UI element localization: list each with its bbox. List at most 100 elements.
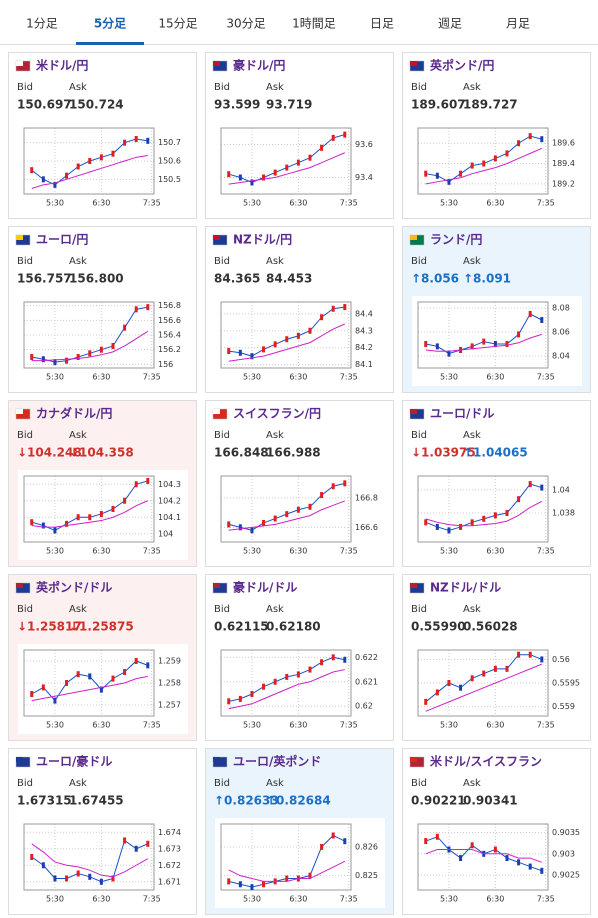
plot-frame [220,649,352,717]
tab[interactable]: 1分足 [26,17,58,31]
candle [528,651,532,658]
y-tick-label: 104.1 [158,513,181,522]
series-line [228,152,346,185]
y-tick-label: 1.671 [158,877,181,886]
x-tick-label: 5:30 [46,199,64,208]
y-tick-label: 0.9025 [552,871,580,880]
pair-title[interactable]: 英ポンド/円 [430,58,494,73]
bid-value: ↓104.248 [17,446,82,460]
tab[interactable]: 5分足 [94,16,126,31]
y-tick-label: 8.08 [552,304,570,313]
candle [30,691,34,697]
bid-label: Bid [214,430,230,441]
bid-label: Bid [17,430,33,441]
chart-box [215,122,385,212]
candle [123,497,127,504]
pair-title[interactable]: ユーロ/ドル [430,407,494,421]
tab[interactable]: 1時間足 [292,17,336,31]
y-tick-label: 84.2 [355,343,373,352]
x-tick-label: 7:35 [537,547,555,556]
candle [227,348,231,355]
pair-title[interactable]: カナダドル/円 [36,406,112,421]
candle [76,514,80,521]
bid-label: Bid [214,256,230,267]
candle [424,838,428,845]
pair-title[interactable]: NZドル/円 [233,233,292,247]
chart-box [18,818,188,908]
candle [250,179,254,186]
y-tick-label: 0.9035 [552,828,580,837]
flag [410,235,417,240]
y-tick-label: 93.6 [355,140,373,149]
pair-title[interactable]: ランド/円 [430,233,482,247]
candle [285,164,289,171]
flag [410,583,417,588]
candle [331,134,335,141]
x-tick-label: 7:35 [537,721,555,730]
pair-title[interactable]: 英ポンド/ドル [36,580,112,595]
candle [308,666,312,673]
pair-title[interactable]: ユーロ/円 [36,233,88,247]
bid-value: ↑0.82633 [214,794,279,808]
bid-label: Bid [17,82,33,93]
bid-value: 156.757 [17,272,72,286]
pair-title[interactable]: 豪ドル/ドル [233,580,297,595]
candle [493,512,497,519]
candle [146,137,150,144]
candle [227,171,231,178]
y-tick-label: 0.826 [355,842,378,851]
candle [424,341,428,347]
bid-value: ↑8.056 [411,272,459,286]
y-tick-label: 156.4 [158,331,181,340]
tab[interactable]: 30分足 [226,17,265,31]
pair-title[interactable]: 米ドル/スイスフラン [430,754,542,769]
candle [493,155,497,162]
bid-value: 0.55990 [411,620,466,634]
ask-value: 189.727 [463,98,518,112]
x-tick-label: 6:30 [92,895,110,904]
candle [146,662,150,669]
bid-label: Bid [17,778,33,789]
plot-frame [220,475,352,543]
candle [262,881,266,888]
ask-label: Ask [266,604,284,615]
x-tick-label: 7:35 [340,895,358,904]
tab[interactable]: 日足 [370,17,394,31]
candle [123,837,127,844]
candle [30,519,34,526]
x-tick-label: 7:35 [143,199,161,208]
chart-box [215,818,385,908]
series-line [31,330,149,362]
ask-value: 93.719 [266,98,312,112]
candle [296,159,300,166]
candle [88,158,92,164]
candle [88,873,92,880]
candle [285,336,289,343]
pair-title[interactable]: NZドル/ドル [430,581,501,595]
series-line [228,500,345,531]
candle [343,480,347,487]
candle [262,174,266,181]
tab[interactable]: 週足 [438,17,462,31]
y-tick-label: 0.825 [355,871,378,880]
x-tick-label: 7:35 [340,199,358,208]
pair-title[interactable]: スイスフラン/円 [233,407,321,421]
y-tick-label: 1.673 [158,844,181,853]
pair-title[interactable]: 米ドル/円 [36,58,88,73]
pair-title[interactable]: 豪ドル/円 [233,58,285,73]
tab[interactable]: 月足 [506,17,530,31]
ask-label: Ask [463,604,481,615]
y-tick-label: 0.559 [552,702,575,711]
flag [213,409,220,414]
candle [296,332,300,339]
x-tick-label: 6:30 [92,547,110,556]
tab[interactable]: 15分足 [158,17,197,31]
candle [262,683,266,690]
candle [470,162,474,169]
tab-underline [76,42,144,45]
candle [528,311,532,317]
ask-value: 0.56028 [463,620,518,634]
flag [410,409,417,414]
pair-title[interactable]: ユーロ/豪ドル [36,754,112,769]
pair-title[interactable]: ユーロ/英ポンド [233,754,321,769]
